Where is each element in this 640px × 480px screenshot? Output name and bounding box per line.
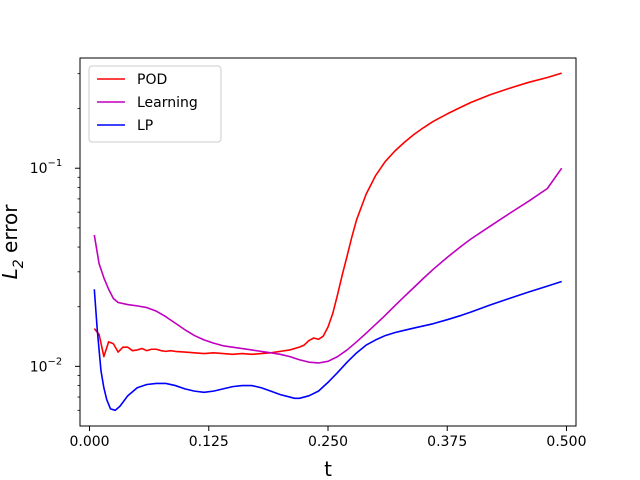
y-tick-label: 10−2 — [30, 356, 63, 375]
x-tick-label: 0.375 — [427, 434, 467, 450]
y-axis-title-main: L — [0, 268, 22, 279]
y-axis-title-sub: 2 — [11, 259, 27, 268]
x-axis-title: t — [324, 457, 332, 480]
x-tick-label: 0.125 — [189, 434, 229, 450]
y-tick-label: 10−1 — [30, 158, 63, 177]
x-tick-label: 0.250 — [308, 434, 348, 450]
plot-lines — [93, 72, 563, 412]
y-axis-title-suffix: error — [0, 204, 22, 260]
y-tick-label-exp: −2 — [48, 356, 63, 367]
legend-label-lp: LP — [137, 118, 153, 134]
y-tick-label-exp: −1 — [48, 158, 63, 169]
x-tick-label: 0.500 — [546, 434, 586, 450]
y-tick-label-base: 10 — [30, 161, 48, 177]
legend-label-learning: Learning — [137, 95, 198, 111]
axes-frame — [79, 57, 577, 427]
y-tick-label-base: 10 — [30, 359, 48, 375]
y-axis-title: L2 error — [0, 204, 27, 280]
legend-box — [88, 65, 222, 143]
series-line-learning — [93, 167, 563, 364]
legend: POD Learning LP — [88, 65, 222, 143]
x-tick-label: 0.000 — [69, 434, 109, 450]
series-line-pod — [93, 72, 562, 358]
series-line-lp — [93, 280, 562, 412]
legend-label-pod: POD — [137, 72, 167, 88]
